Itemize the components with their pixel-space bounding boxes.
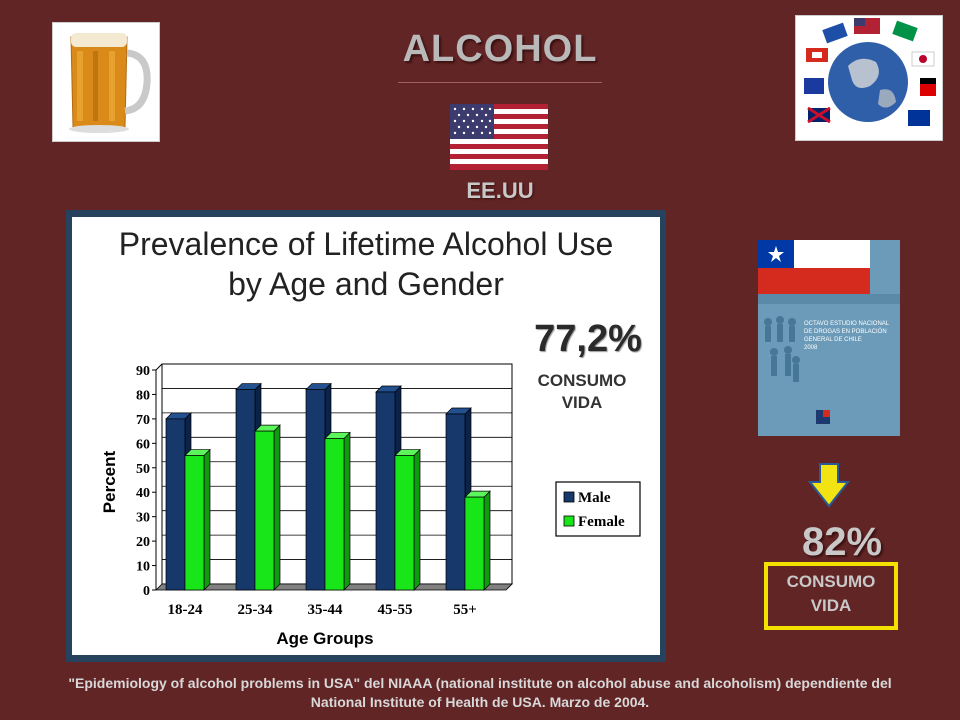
chile-study-cover: OCTAVO ESTUDIO NACIONAL DE DROGAS EN POB… — [758, 240, 900, 436]
chart-title-line2: by Age and Gender — [228, 266, 504, 302]
x-tick-label: 25-34 — [238, 602, 273, 618]
chart-title: Prevalence of Lifetime Alcohol Use by Ag… — [72, 224, 660, 304]
us-flag-icon — [450, 104, 548, 170]
bar-side — [413, 448, 421, 591]
us-label-line1: CONSUMO — [537, 371, 627, 390]
y-axis-title: Percent — [100, 450, 119, 513]
x-tick-label: 35-44 — [308, 602, 343, 618]
cover-line2: DE DROGAS EN POBLACIÓN — [804, 329, 887, 335]
country-label: EE.UU — [466, 178, 534, 203]
chile-highlight-box — [764, 562, 898, 630]
bar-female — [254, 430, 275, 591]
legend-label: Male — [578, 490, 611, 506]
bar-side — [273, 424, 281, 591]
bar-side — [343, 431, 351, 591]
y-tick-label: 90 — [136, 364, 150, 379]
bar-chart: 0 10 20 30 40 50 60 70 80 90 18-24 25-34 35-44 45-55 5… — [100, 363, 641, 648]
bar-male — [235, 389, 256, 591]
bar-male — [165, 418, 186, 591]
cover-line3: GENERAL DE CHILE — [804, 337, 862, 343]
chart-title-line1: Prevalence of Lifetime Alcohol Use — [118, 226, 614, 262]
x-tick-label: 55+ — [453, 602, 477, 618]
globe-flags-icon — [795, 15, 943, 141]
cover-text: OCTAVO ESTUDIO NACIONAL DE DROGAS EN POB… — [804, 320, 898, 352]
citation-line2: National Institute of Health de USA. Mar… — [310, 694, 650, 710]
bar-female — [464, 496, 485, 591]
chile-lifetime-percent: 82% — [801, 520, 883, 564]
legend-box — [555, 481, 641, 537]
cover-line1: OCTAVO ESTUDIO NACIONAL — [804, 321, 890, 327]
y-tick-label: 0 — [143, 584, 150, 599]
source-citation: "Epidemiology of alcohol problems in USA… — [40, 674, 920, 712]
bar-male — [445, 413, 466, 591]
y-tick-label: 30 — [136, 511, 150, 526]
legend-swatch — [563, 491, 575, 503]
bar-male — [305, 389, 326, 591]
y-tick-label: 80 — [136, 388, 150, 403]
y-tick-label: 10 — [136, 560, 150, 575]
legend-label: Female — [578, 514, 625, 530]
bar-side — [483, 490, 491, 591]
y-tick-label: 60 — [136, 437, 150, 452]
bar-female — [394, 455, 415, 591]
y-tick-label: 50 — [136, 462, 150, 477]
y-tick-label: 70 — [136, 413, 150, 428]
bar-side — [203, 448, 211, 591]
x-tick-label: 45-55 — [378, 602, 413, 618]
y-axis-top — [155, 363, 163, 371]
chile-lifetime-label: CONSUMO VIDA — [764, 570, 898, 618]
y-tick-label: 40 — [136, 486, 150, 501]
x-tick-label: 18-24 — [168, 602, 203, 618]
chile-label-line2: VIDA — [810, 596, 852, 615]
us-lifetime-percent: 77,2% — [534, 318, 642, 360]
cover-line4: 2008 — [804, 345, 818, 351]
bar-female — [324, 438, 345, 591]
down-arrow-icon — [808, 463, 850, 508]
citation-line1: "Epidemiology of alcohol problems in USA… — [68, 675, 892, 691]
slide-title: ALCOHOL — [402, 28, 598, 70]
us-label-line2: VIDA — [561, 393, 603, 412]
beer-mug-icon — [52, 22, 160, 142]
legend-swatch — [563, 515, 575, 527]
title-divider — [398, 82, 602, 83]
bar-female — [184, 455, 205, 591]
chile-flag-icon — [758, 240, 900, 436]
chile-label-line1: CONSUMO — [786, 572, 876, 591]
bar-male — [375, 391, 396, 591]
x-axis-title: Age Groups — [276, 629, 373, 648]
y-tick-label: 20 — [136, 535, 150, 550]
us-lifetime-label: CONSUMO VIDA — [522, 370, 642, 414]
